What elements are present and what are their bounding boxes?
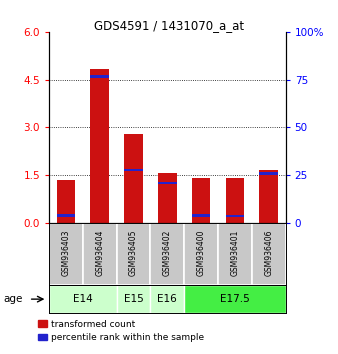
Text: GSM936403: GSM936403 <box>62 229 70 276</box>
Bar <box>49 223 83 285</box>
Bar <box>150 223 184 285</box>
Text: GSM936404: GSM936404 <box>95 229 104 276</box>
Text: GSM936405: GSM936405 <box>129 229 138 276</box>
Bar <box>218 223 252 285</box>
Text: age: age <box>3 294 23 304</box>
Text: E15: E15 <box>124 294 143 304</box>
Text: GDS4591 / 1431070_a_at: GDS4591 / 1431070_a_at <box>94 19 244 33</box>
Bar <box>226 178 244 223</box>
Bar <box>124 169 143 171</box>
Text: GSM936400: GSM936400 <box>197 229 206 276</box>
Bar <box>124 135 143 223</box>
Text: E17.5: E17.5 <box>220 294 250 304</box>
Bar <box>252 223 286 285</box>
Bar <box>260 171 278 223</box>
Bar <box>192 178 210 223</box>
Text: GSM936406: GSM936406 <box>264 229 273 276</box>
Bar <box>192 215 210 217</box>
Legend: transformed count, percentile rank within the sample: transformed count, percentile rank withi… <box>37 318 206 344</box>
Bar <box>56 180 75 223</box>
Bar <box>56 215 75 217</box>
Text: GSM936402: GSM936402 <box>163 229 172 276</box>
Bar <box>90 75 109 78</box>
Bar <box>158 173 177 223</box>
Text: E16: E16 <box>158 294 177 304</box>
Bar <box>83 223 117 285</box>
Text: E14: E14 <box>73 294 93 304</box>
Bar <box>260 172 278 175</box>
Bar <box>184 285 286 313</box>
Bar <box>90 69 109 223</box>
Bar <box>150 285 184 313</box>
Bar <box>226 215 244 217</box>
Bar <box>49 285 117 313</box>
Bar <box>184 223 218 285</box>
Bar <box>158 182 177 184</box>
Text: GSM936401: GSM936401 <box>231 229 239 276</box>
Bar <box>117 223 150 285</box>
Bar <box>117 285 150 313</box>
